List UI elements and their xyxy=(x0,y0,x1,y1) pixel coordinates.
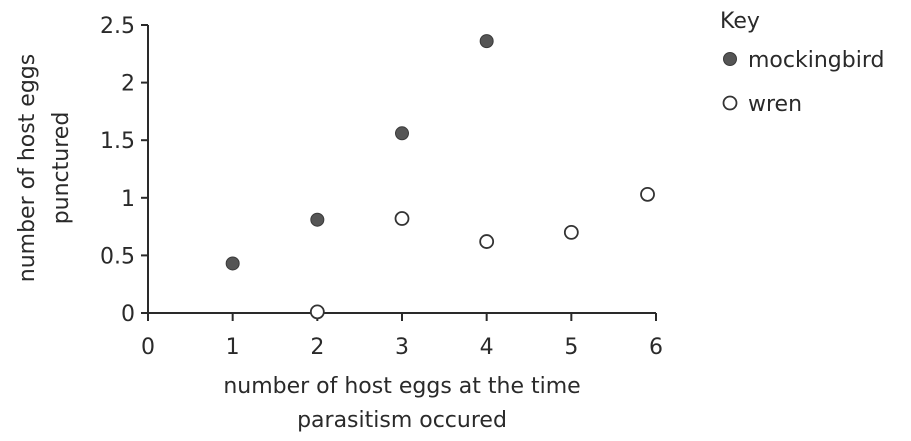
y-axis-title-line: number of host eggs xyxy=(15,54,40,282)
data-point-mockingbird xyxy=(395,126,409,141)
legend-title: Key xyxy=(720,9,760,34)
x-tick-label: 3 xyxy=(395,335,409,360)
data-point-mockingbird xyxy=(479,34,494,49)
y-axis-title-line: punctured xyxy=(49,112,74,225)
x-tick-label: 0 xyxy=(141,335,155,360)
x-tick-label: 6 xyxy=(649,335,663,360)
x-tick-label: 4 xyxy=(480,335,494,360)
data-point-wren xyxy=(640,186,655,202)
x-tick-label: 1 xyxy=(226,335,240,360)
y-tick-label: 0.5 xyxy=(100,244,135,269)
axes: 0 0.5 1 1.5 2 2.5 0 1 2 3 4 5 6 number of host eggs a… xyxy=(15,14,663,433)
legend: Key mockingbird wren xyxy=(720,9,884,117)
y-tick-label: 2.5 xyxy=(100,14,135,39)
data-point-wren xyxy=(309,304,325,320)
data-points xyxy=(225,34,655,320)
x-axis-title-line: number of host eggs at the time xyxy=(223,374,580,399)
y-tick-label: 1.5 xyxy=(100,129,135,154)
data-point-wren xyxy=(479,234,495,249)
x-tick-label: 5 xyxy=(564,335,578,360)
legend-label-mockingbird: mockingbird xyxy=(748,48,884,73)
legend-label-wren: wren xyxy=(748,92,802,117)
y-tick-label: 2 xyxy=(121,72,135,97)
data-point-mockingbird xyxy=(225,256,240,271)
x-tick-label: 2 xyxy=(310,335,324,360)
data-point-wren xyxy=(563,224,579,240)
data-point-wren xyxy=(394,211,410,226)
legend-marker-wren xyxy=(722,95,738,111)
legend-marker-mockingbird xyxy=(723,52,737,66)
y-tick-label: 0 xyxy=(121,302,135,327)
data-point-mockingbird xyxy=(310,212,325,227)
y-tick-label: 1 xyxy=(121,187,135,212)
x-axis-title-line: parasitism occured xyxy=(297,408,507,433)
